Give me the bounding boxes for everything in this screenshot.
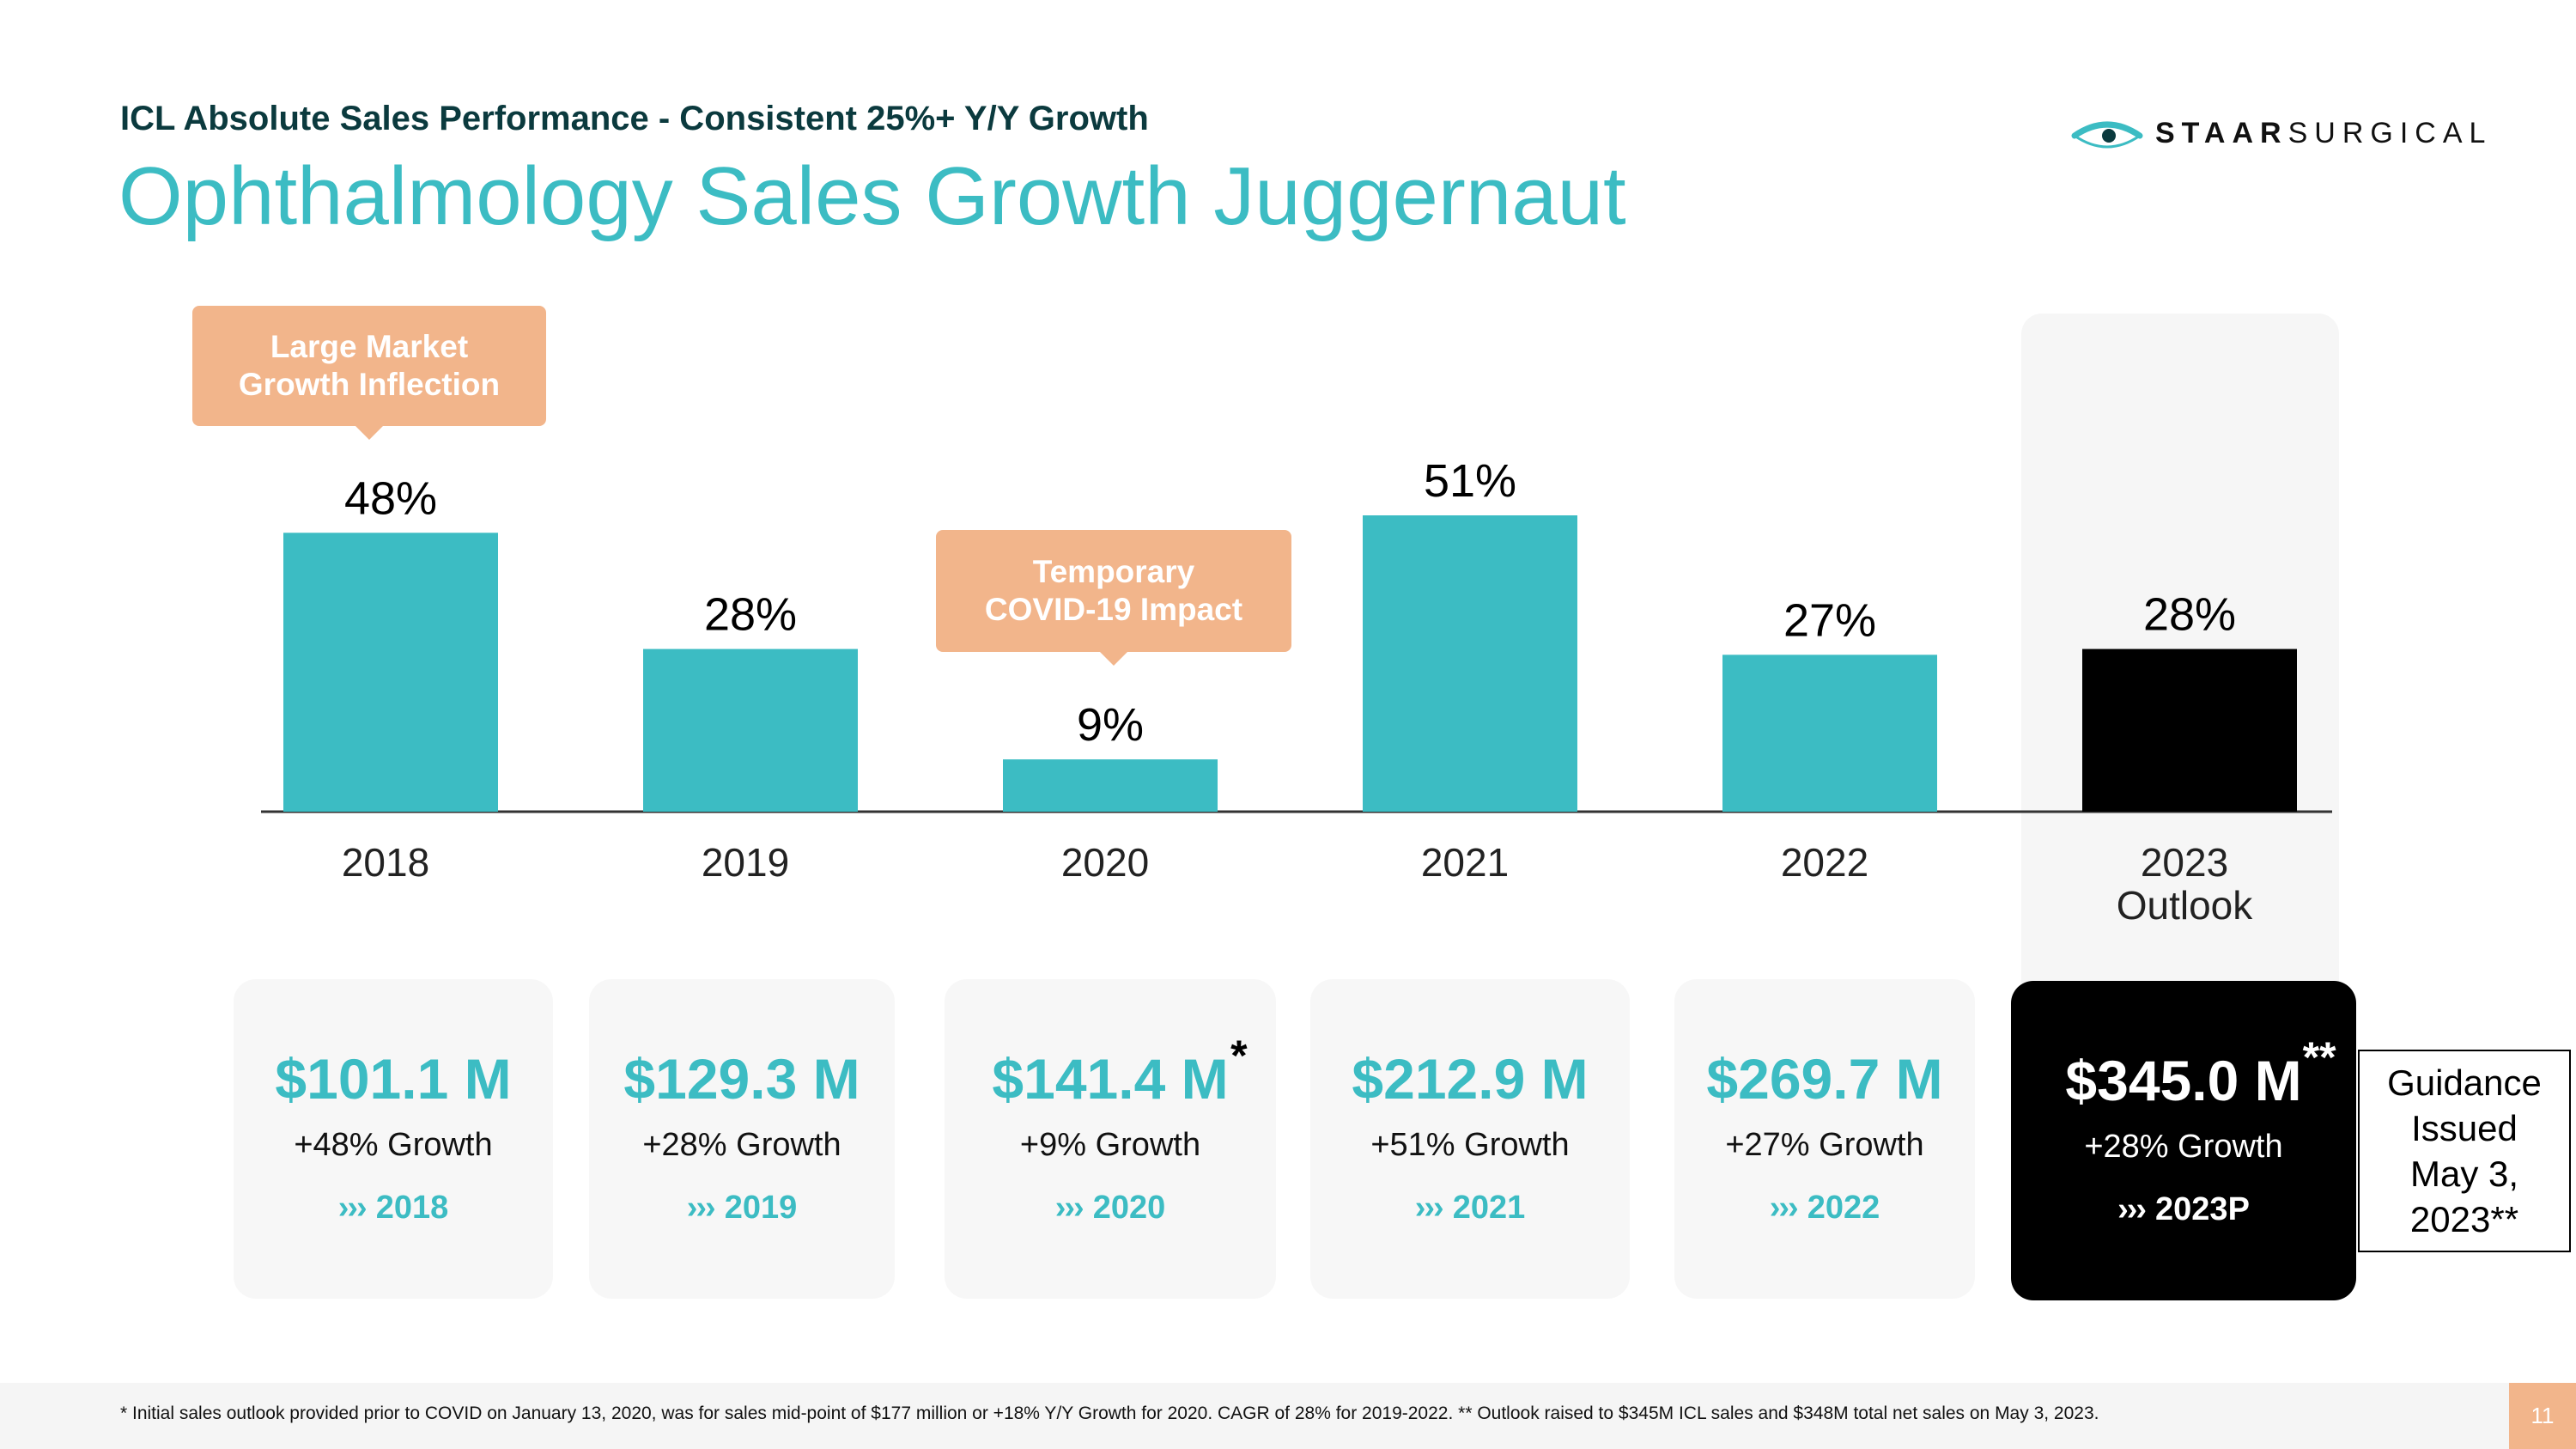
sales-card-2021: $212.9 M +51% Growth ››› 2021 (1310, 979, 1630, 1299)
callout-large-market-line2: Growth Inflection (238, 367, 501, 402)
slide-title: Ophthalmology Sales Growth Juggernaut (118, 150, 1626, 242)
footer-bar (0, 1383, 2576, 1449)
card-year-label: 2019 (724, 1190, 798, 1226)
callout-large-market-pointer (355, 426, 383, 440)
category-label: 2018 (342, 840, 429, 885)
guidance-line: Guidance (2387, 1062, 2542, 1103)
card-amount-value: $101.1 M (275, 1047, 512, 1111)
card-year-label: 2020 (1092, 1190, 1166, 1226)
card-growth: +48% Growth (294, 1127, 493, 1163)
card-amount: $129.3 M (623, 1046, 860, 1111)
category-label: 2020 (1061, 840, 1149, 885)
chevron-right-icon: ››› (686, 1190, 716, 1226)
growth-bar-chart: 48% 2018 28% 2019 9% 2020 51% 2021 27% 2022 28% 202… (261, 455, 2332, 928)
category-label: 2019 (702, 840, 789, 885)
callout-covid-box: Temporary COVID-19 Impact (936, 530, 1291, 652)
card-amount-value: $269.7 M (1706, 1047, 1943, 1111)
card-amount-value: $345.0 M (2065, 1049, 2302, 1112)
card-year-label: 2023P (2155, 1191, 2250, 1227)
bar-value-label: 28% (2143, 589, 2236, 641)
footnote-marker: ** (2302, 1033, 2336, 1081)
sales-card-2018: $101.1 M +48% Growth ››› 2018 (234, 979, 553, 1299)
card-amount: $141.4 M * (992, 1032, 1247, 1111)
callout-large-market: Large Market Growth Inflection (192, 306, 546, 440)
sales-card-2022: $269.7 M +27% Growth ››› 2022 (1674, 979, 1975, 1299)
card-growth: +51% Growth (1370, 1127, 1570, 1163)
category-label: 2023 Outlook (2117, 840, 2254, 928)
logo-wordmark: STAARSURGICAL (2155, 117, 2492, 150)
bar-value-label: 27% (1783, 594, 1876, 646)
callout-large-market-box: Large Market Growth Inflection (192, 306, 546, 426)
guidance-line: Issued (2411, 1108, 2518, 1148)
category-label: 2022 (1781, 840, 1868, 885)
chevron-right-icon: ››› (1054, 1190, 1084, 1226)
card-year-label: 2022 (1807, 1190, 1880, 1226)
guidance-line: 2023** (2409, 1199, 2519, 1239)
card-amount: $269.7 M (1706, 1046, 1942, 1111)
chevron-right-icon: ››› (337, 1190, 368, 1226)
bar-value-label: 51% (1424, 455, 1516, 507)
chevron-right-icon: ››› (1769, 1190, 1799, 1226)
logo-word-surgical: SURGICAL (2287, 117, 2493, 149)
bar-value-label: 28% (704, 589, 797, 641)
staar-surgical-logo: STAARSURGICAL (2071, 110, 2509, 161)
bar-2021 (1363, 515, 1577, 812)
card-growth: +28% Growth (2084, 1129, 2283, 1165)
bar-value-label: 48% (344, 472, 437, 524)
card-year: ››› 2020 (1055, 1190, 1166, 1227)
sales-card-2023p: $345.0 M ** +28% Growth ››› 2023P (2011, 981, 2356, 1300)
card-year: ››› 2021 (1415, 1190, 1526, 1227)
card-amount: $345.0 M ** (2065, 1033, 2336, 1113)
card-year-label: 2018 (375, 1190, 449, 1226)
card-growth: +28% Growth (642, 1127, 841, 1163)
callout-large-market-line1: Large Market (270, 329, 469, 364)
bar-2018 (283, 533, 498, 812)
slide-subtitle: ICL Absolute Sales Performance - Consist… (120, 100, 1149, 137)
bar-2020 (1003, 759, 1218, 812)
card-year: ››› 2018 (338, 1190, 449, 1227)
callout-covid-pointer (1100, 652, 1127, 666)
chevron-right-icon: ››› (1414, 1190, 1444, 1226)
card-growth: +27% Growth (1725, 1127, 1924, 1163)
callout-covid-line1: Temporary (1032, 554, 1195, 589)
card-amount-value: $212.9 M (1352, 1047, 1589, 1111)
card-year: ››› 2022 (1770, 1190, 1880, 1227)
card-amount-value: $141.4 M (992, 1047, 1229, 1111)
card-year: ››› 2023P (2117, 1191, 2250, 1228)
card-amount-value: $129.3 M (623, 1047, 860, 1111)
card-amount: $212.9 M (1352, 1046, 1588, 1111)
guidance-note: Guidance Issued May 3, 2023** (2358, 1050, 2571, 1252)
bar-value-label: 9% (1077, 699, 1144, 751)
chevron-right-icon: ››› (2117, 1191, 2147, 1227)
logo-word-staar: STAAR (2155, 117, 2288, 149)
sales-card-2020: $141.4 M * +9% Growth ››› 2020 (945, 979, 1276, 1299)
sales-card-2019: $129.3 M +28% Growth ››› 2019 (589, 979, 895, 1299)
footnote-marker: * (1230, 1032, 1248, 1080)
footnote-text: * Initial sales outlook provided prior t… (120, 1403, 2099, 1423)
category-label: 2021 (1421, 840, 1509, 885)
guidance-line: May 3, (2409, 1154, 2519, 1194)
page-number: 11 (2509, 1383, 2576, 1449)
card-amount: $101.1 M (275, 1046, 511, 1111)
card-year: ››› 2019 (687, 1190, 798, 1227)
bar-2022 (1722, 654, 1937, 812)
card-year-label: 2021 (1452, 1190, 1526, 1226)
bar-2023 (2082, 648, 2297, 812)
bar-2019 (643, 648, 858, 812)
card-growth: +9% Growth (1019, 1127, 1201, 1163)
eye-logo-icon (2071, 121, 2143, 149)
callout-covid-line2: COVID-19 Impact (984, 592, 1243, 627)
callout-covid: Temporary COVID-19 Impact (936, 530, 1291, 666)
